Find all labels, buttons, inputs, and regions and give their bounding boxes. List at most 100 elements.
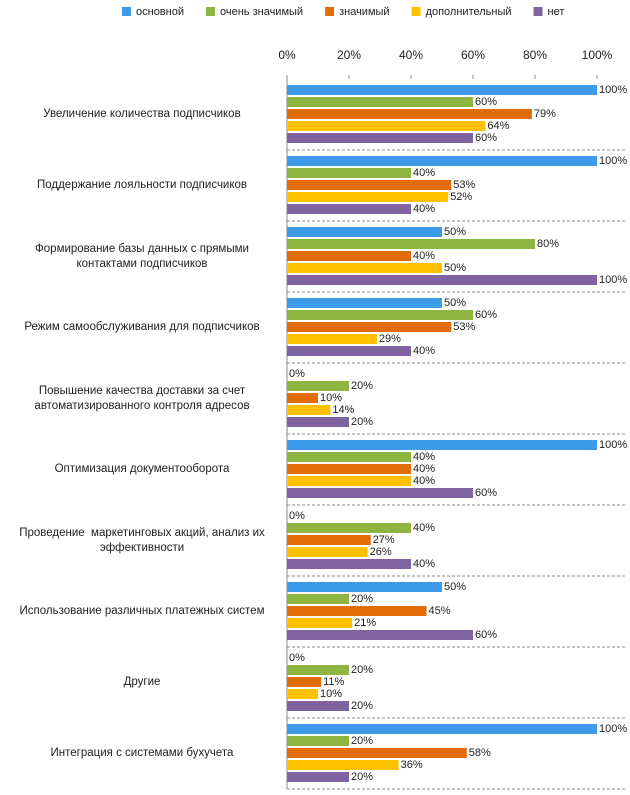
value-label: 60% bbox=[475, 309, 497, 321]
category-label: Режим самообслуживания для подписчиков bbox=[24, 321, 260, 333]
x-tick-label: 40% bbox=[399, 48, 423, 62]
legend-label: значимый bbox=[339, 6, 389, 18]
value-label: 64% bbox=[487, 120, 509, 132]
bar bbox=[287, 689, 318, 699]
bar bbox=[287, 180, 452, 190]
bar bbox=[287, 772, 349, 782]
value-label: 40% bbox=[413, 475, 435, 487]
value-label: 60% bbox=[475, 487, 497, 499]
value-label: 100% bbox=[599, 84, 627, 96]
value-label: 0% bbox=[289, 368, 305, 380]
bar bbox=[287, 298, 442, 308]
value-label: 21% bbox=[354, 617, 376, 629]
value-label: 50% bbox=[444, 226, 466, 238]
bar bbox=[287, 168, 411, 178]
category-label: Повышение качества доставки за счет авто… bbox=[34, 384, 250, 412]
x-tick-label: 0% bbox=[278, 48, 296, 62]
value-label: 26% bbox=[370, 546, 392, 558]
category-label: Оптимизация документооборота bbox=[54, 463, 230, 475]
bar bbox=[287, 630, 473, 640]
legend-label: нет bbox=[548, 6, 565, 18]
bar bbox=[287, 85, 597, 95]
bar bbox=[287, 239, 535, 249]
legend-swatch bbox=[206, 7, 215, 16]
value-label: 40% bbox=[413, 167, 435, 179]
bar bbox=[287, 523, 411, 533]
value-label: 58% bbox=[469, 747, 491, 759]
bar bbox=[287, 736, 349, 746]
bar bbox=[287, 618, 353, 628]
bar bbox=[287, 204, 411, 214]
value-label: 79% bbox=[534, 108, 556, 120]
x-tick-label: 20% bbox=[337, 48, 361, 62]
value-label: 60% bbox=[475, 132, 497, 144]
value-label: 20% bbox=[351, 664, 373, 676]
bar bbox=[287, 665, 349, 675]
category-label: Формирование базы данных с прямыми конта… bbox=[35, 242, 253, 270]
value-label: 45% bbox=[429, 605, 451, 617]
bar bbox=[287, 476, 411, 486]
legend-swatch bbox=[122, 7, 131, 16]
bar bbox=[287, 109, 532, 119]
bar bbox=[287, 535, 371, 545]
value-label: 40% bbox=[413, 463, 435, 475]
value-label: 0% bbox=[289, 652, 305, 664]
bar bbox=[287, 760, 399, 770]
bar bbox=[287, 488, 473, 498]
value-label: 100% bbox=[599, 274, 627, 286]
legend-label: дополнительный bbox=[426, 6, 512, 18]
value-label: 50% bbox=[444, 581, 466, 593]
bar bbox=[287, 393, 318, 403]
bar bbox=[287, 677, 322, 687]
bar bbox=[287, 121, 486, 131]
bar bbox=[287, 594, 349, 604]
value-label: 29% bbox=[379, 333, 401, 345]
value-label: 20% bbox=[351, 700, 373, 712]
bar bbox=[287, 97, 473, 107]
value-label: 14% bbox=[332, 404, 354, 416]
bar bbox=[287, 156, 597, 166]
legend-label: очень значимый bbox=[220, 6, 303, 18]
value-label: 27% bbox=[373, 534, 395, 546]
bar bbox=[287, 310, 473, 320]
bar bbox=[287, 251, 411, 261]
value-label: 50% bbox=[444, 297, 466, 309]
category-label: Проведение маркетинговых акций, анализ и… bbox=[19, 526, 268, 554]
value-label: 40% bbox=[413, 522, 435, 534]
value-label: 80% bbox=[537, 238, 559, 250]
value-label: 0% bbox=[289, 510, 305, 522]
bar bbox=[287, 405, 331, 415]
bar bbox=[287, 346, 411, 356]
value-label: 100% bbox=[599, 439, 627, 451]
value-label: 60% bbox=[475, 96, 497, 108]
x-tick-label: 60% bbox=[461, 48, 485, 62]
value-label: 10% bbox=[320, 392, 342, 404]
bar bbox=[287, 559, 411, 569]
bar bbox=[287, 334, 377, 344]
value-label: 100% bbox=[599, 723, 627, 735]
value-label: 20% bbox=[351, 380, 373, 392]
value-label: 40% bbox=[413, 250, 435, 262]
legend-swatch bbox=[411, 7, 421, 16]
value-label: 53% bbox=[453, 179, 475, 191]
value-label: 20% bbox=[351, 593, 373, 605]
bar bbox=[287, 381, 349, 391]
bar bbox=[287, 547, 368, 557]
value-label: 20% bbox=[351, 735, 373, 747]
bar bbox=[287, 452, 411, 462]
category-label: Поддержание лояльности подписчиков bbox=[36, 179, 248, 191]
bar bbox=[287, 701, 349, 711]
bar bbox=[287, 440, 597, 450]
bar bbox=[287, 417, 349, 427]
value-label: 53% bbox=[453, 321, 475, 333]
value-label: 40% bbox=[413, 451, 435, 463]
bar bbox=[287, 724, 597, 734]
value-label: 20% bbox=[351, 416, 373, 428]
bar bbox=[287, 227, 442, 237]
bar bbox=[287, 275, 597, 285]
category-label: Использование различных платежных систем bbox=[19, 605, 265, 617]
value-label: 11% bbox=[323, 676, 344, 688]
legend-swatch bbox=[325, 7, 335, 16]
